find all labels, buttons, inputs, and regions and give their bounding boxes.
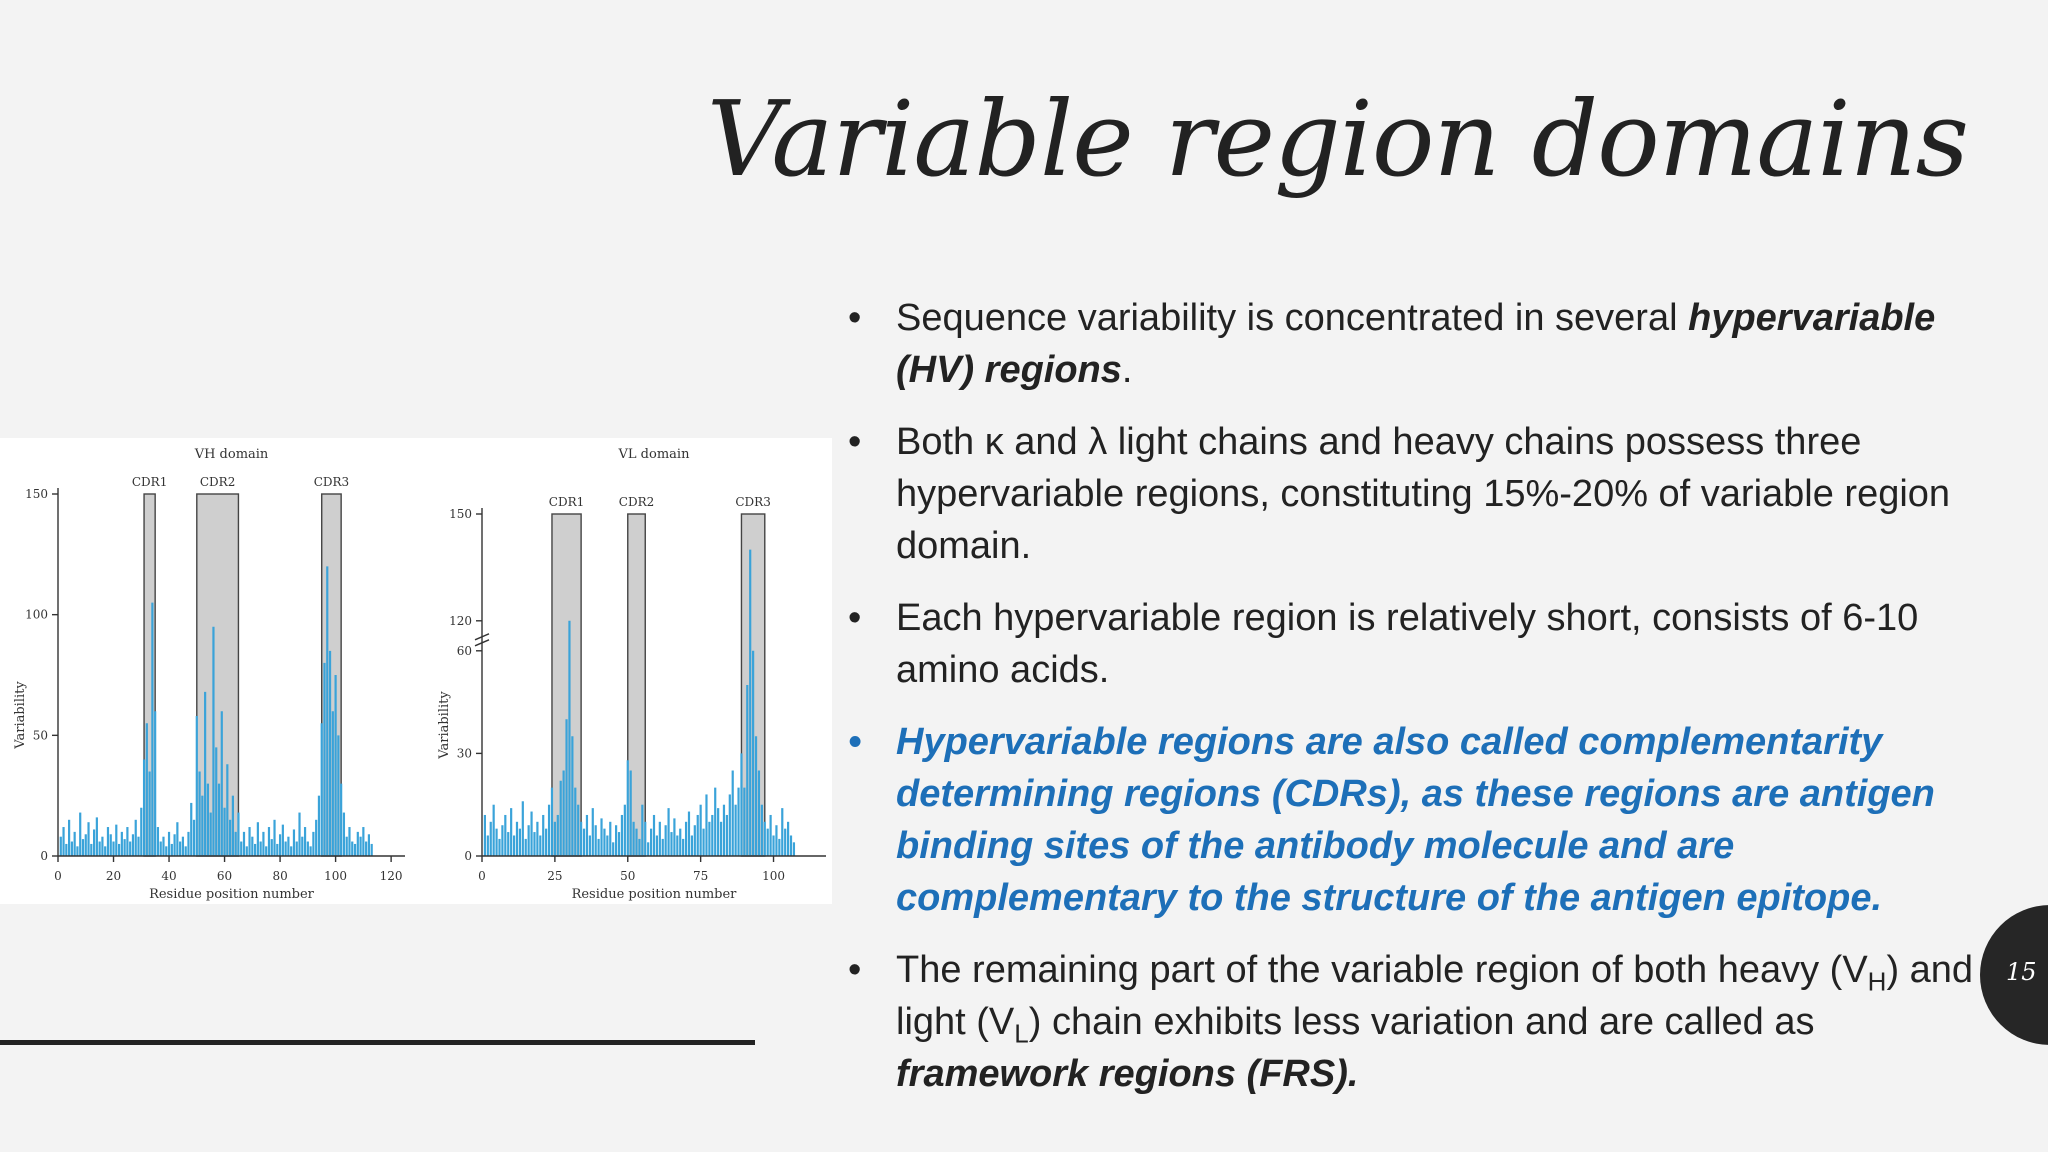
x-axis-title: Residue position number xyxy=(572,887,738,902)
variability-figure: CDR1 CDR2 CDR3 0 50 100 150 0 20 40 60 80 100 120 VH d… xyxy=(0,438,832,904)
x-tick-label: 40 xyxy=(161,869,176,883)
y-tick-label: 120 xyxy=(449,614,472,628)
bullet-list: • Sequence variability is concentrated i… xyxy=(842,292,2012,1120)
bullet-dot-icon: • xyxy=(848,421,862,463)
y-tick-label: 100 xyxy=(25,608,48,622)
cdr-label: CDR3 xyxy=(735,495,770,509)
x-axis-title: Residue position number xyxy=(149,887,315,902)
y-tick-label: 60 xyxy=(457,644,472,658)
y-tick-label: 150 xyxy=(449,507,472,521)
emphasis-text: framework regions (FRS). xyxy=(896,1053,1359,1095)
x-tick-label: 60 xyxy=(217,869,232,883)
bullet-dot-icon: • xyxy=(848,721,862,763)
bullet-item: • The remaining part of the variable reg… xyxy=(842,944,2012,1100)
bullet-dot-icon: • xyxy=(848,297,862,339)
cdr-label: CDR2 xyxy=(200,475,235,489)
x-tick-label: 0 xyxy=(54,869,62,883)
bullet-item-highlight: • Hypervariable regions are also called … xyxy=(842,716,2012,924)
emphasis-text: hypervariable (HV) regions xyxy=(896,297,1936,391)
y-axis-title: Variability xyxy=(437,691,452,760)
y-tick-label: 30 xyxy=(457,746,472,760)
cdr-label: CDR2 xyxy=(619,495,654,509)
x-tick-label: 75 xyxy=(693,869,708,883)
y-axis-title: Variability xyxy=(13,681,28,750)
x-tick-label: 0 xyxy=(478,869,486,883)
bullet-item: • Each hypervariable region is relativel… xyxy=(842,592,2012,696)
x-tick-label: 100 xyxy=(324,869,347,883)
cdr-label: CDR3 xyxy=(314,475,349,489)
page-number: 15 xyxy=(2006,958,2037,986)
y-tick-label: 0 xyxy=(40,849,48,863)
y-tick-label: 50 xyxy=(33,728,48,742)
variability-plots: CDR1 CDR2 CDR3 0 50 100 150 0 20 40 60 80 100 120 VH d… xyxy=(13,447,826,902)
y-tick-label: 150 xyxy=(25,487,48,501)
bullet-dot-icon: • xyxy=(848,949,862,991)
x-tick-label: 25 xyxy=(547,869,562,883)
cdr-region-cdr2 xyxy=(196,493,240,857)
y-tick-label: 0 xyxy=(464,849,472,863)
axis-break-mark xyxy=(474,639,490,647)
x-tick-label: 20 xyxy=(106,869,121,883)
x-tick-label: 80 xyxy=(272,869,287,883)
x-tick-label: 50 xyxy=(620,869,635,883)
bullet-dot-icon: • xyxy=(848,597,862,639)
divider-line xyxy=(0,1040,755,1045)
chart-title: VL domain xyxy=(618,447,691,462)
slide-title: Variable region domains xyxy=(706,78,1969,200)
chart-title: VH domain xyxy=(194,447,269,462)
bullet-item: • Both κ and λ light chains and heavy ch… xyxy=(842,416,2012,572)
x-tick-label: 120 xyxy=(380,869,403,883)
x-tick-label: 100 xyxy=(762,869,785,883)
axis-break-mark xyxy=(474,633,490,641)
cdr-label: CDR1 xyxy=(132,475,167,489)
cdr-label: CDR1 xyxy=(549,495,584,509)
bullet-item: • Sequence variability is concentrated i… xyxy=(842,292,2012,396)
